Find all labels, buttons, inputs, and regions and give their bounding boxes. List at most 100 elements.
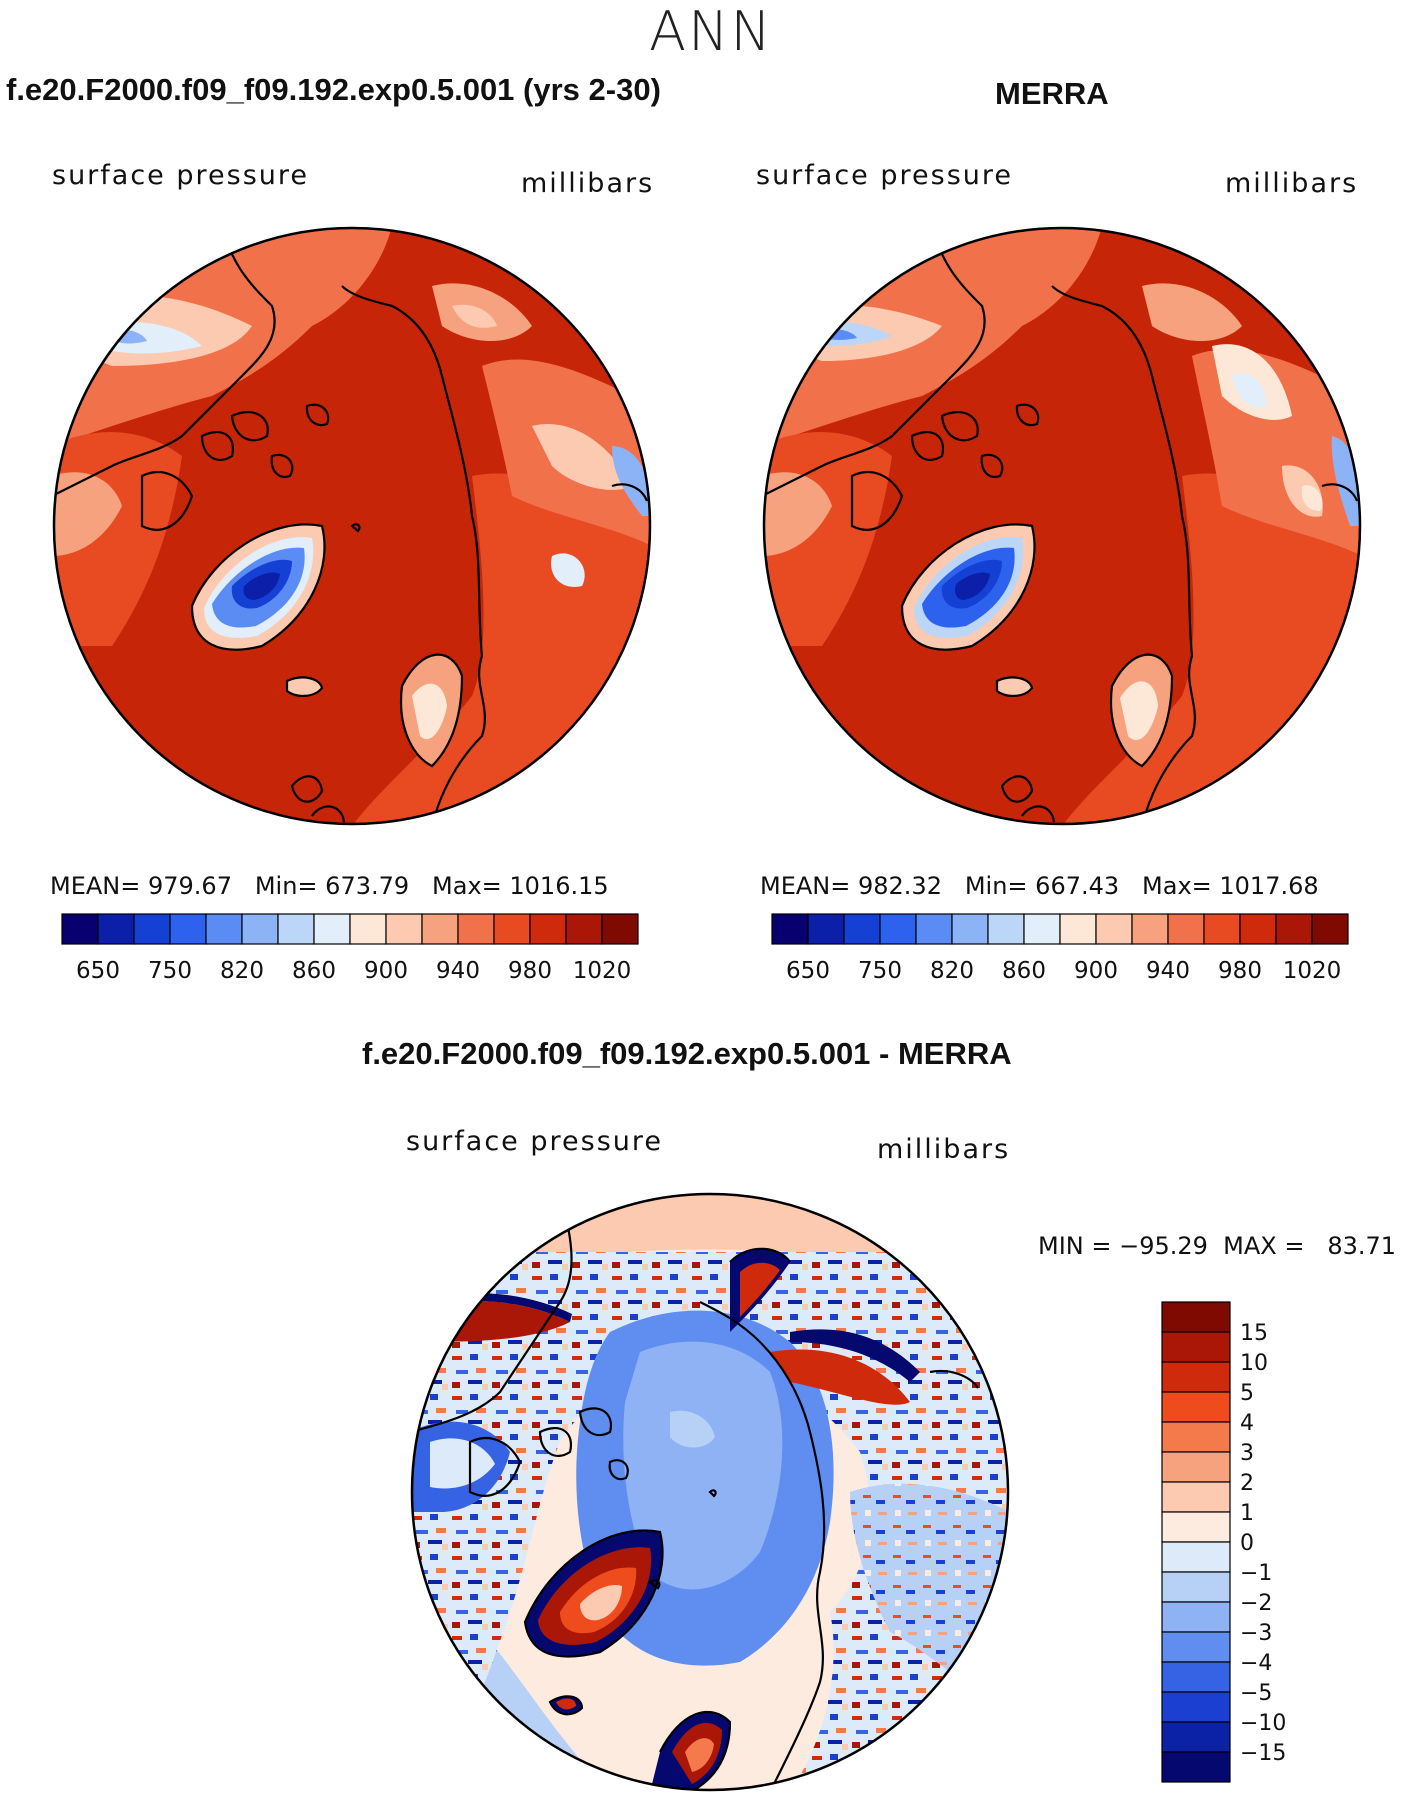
- colorbar-tick-label: 900: [1074, 958, 1118, 984]
- diff-units: millibars: [877, 1134, 1011, 1165]
- diff-colorbar-box: [1161, 1421, 1231, 1453]
- colorbar-box: [205, 913, 243, 945]
- diff-colorbar-tick-label: −3: [1240, 1621, 1272, 1646]
- colorbar-box: [97, 913, 135, 945]
- colorbar-tick-label: 900: [364, 958, 408, 984]
- panel2-map: [762, 226, 1362, 826]
- colorbar-tick-label: 860: [292, 958, 336, 984]
- diff-colorbar-box: [1161, 1721, 1231, 1753]
- diff-colorbar-box: [1161, 1331, 1231, 1363]
- diff-colorbar-box: [1161, 1751, 1231, 1783]
- panel1-variable: surface pressure: [52, 160, 309, 191]
- colorbar-box: [843, 913, 881, 945]
- diff-colorbar-tick-label: 15: [1240, 1321, 1268, 1346]
- diff-colorbar-box: [1161, 1481, 1231, 1513]
- diff-colorbar-box: [1161, 1661, 1231, 1693]
- colorbar-box: [493, 913, 531, 945]
- panel1-colorbar: 650 750 820 860 900 940 980 1020: [61, 913, 639, 984]
- colorbar-tick-label: 650: [76, 958, 120, 984]
- diff-colorbar-box: [1161, 1631, 1231, 1663]
- diff-colorbar-tick-label: 3: [1240, 1441, 1254, 1466]
- panel1-map-field: [54, 228, 650, 824]
- colorbar-box: [385, 913, 423, 945]
- panel2-colorbar-labels: 650 750 820 860 900 940 980 1020: [786, 958, 1341, 984]
- diff-colorbar-box: [1161, 1451, 1231, 1483]
- colorbar-box: [457, 913, 495, 945]
- panel1-stats: MEAN= 979.67 Min= 673.79 Max= 1016.15: [50, 872, 609, 900]
- diff-colorbar-box: [1161, 1511, 1231, 1543]
- diff-colorbar-tick-label: −2: [1240, 1591, 1272, 1616]
- colorbar-tick-label: 940: [436, 958, 480, 984]
- panel2-colorbar-boxes: [771, 913, 1349, 945]
- colorbar-box: [1311, 913, 1349, 945]
- colorbar-box: [1167, 913, 1205, 945]
- colorbar-box: [1131, 913, 1169, 945]
- colorbar-box: [771, 913, 809, 945]
- diff-colorbar-box: [1161, 1601, 1231, 1633]
- colorbar-tick-label: 860: [1002, 958, 1046, 984]
- diff-colorbar-box: [1161, 1541, 1231, 1573]
- colorbar-box: [987, 913, 1025, 945]
- panel1-map-border: [52, 226, 652, 826]
- diff-colorbar-tick-label: 0: [1240, 1531, 1254, 1556]
- colorbar-tick-label: 820: [220, 958, 264, 984]
- colorbar-tick-label: 980: [1218, 958, 1262, 984]
- panel2-title: MERRA: [995, 76, 1109, 111]
- colorbar-box: [1275, 913, 1313, 945]
- diff-colorbar-tick-label: 2: [1240, 1471, 1254, 1496]
- diff-colorbar-tick-label: 4: [1240, 1411, 1254, 1436]
- colorbar-box: [1023, 913, 1061, 945]
- colorbar-box: [915, 913, 953, 945]
- diff-colorbar-tick-label: −10: [1240, 1711, 1286, 1736]
- diff-colorbar-tick-label: −5: [1240, 1681, 1272, 1706]
- colorbar-tick-label: 650: [786, 958, 830, 984]
- diff-coastlines: [412, 1194, 979, 1790]
- diff-colorbar-box: [1161, 1691, 1231, 1723]
- colorbar-box: [169, 913, 207, 945]
- colorbar-tick-label: 1020: [1283, 958, 1342, 984]
- panel2-map-field: [764, 228, 1360, 824]
- colorbar-box: [313, 913, 351, 945]
- colorbar-box: [951, 913, 989, 945]
- panel1-colorbar-boxes: [61, 913, 639, 945]
- diff-colorbar-box: [1161, 1361, 1231, 1393]
- diff-colorbar-tick-label: 10: [1240, 1351, 1268, 1376]
- colorbar-tick-label: 750: [148, 958, 192, 984]
- colorbar-tick-label: 750: [858, 958, 902, 984]
- colorbar-box: [565, 913, 603, 945]
- panel2-coastlines: [764, 228, 1359, 824]
- panel1-colorbar-labels: 650 750 820 860 900 940 980 1020: [76, 958, 631, 984]
- colorbar-tick-label: 940: [1146, 958, 1190, 984]
- diff-colorbar-tick-label: −4: [1240, 1651, 1272, 1676]
- colorbar-box: [601, 913, 639, 945]
- diff-title: f.e20.F2000.f09_f09.192.exp0.5.001 - MER…: [362, 1036, 1012, 1071]
- diff-variable: surface pressure: [406, 1126, 663, 1157]
- diff-map-border: [410, 1192, 1010, 1792]
- colorbar-box: [1203, 913, 1241, 945]
- colorbar-box: [879, 913, 917, 945]
- diff-colorbar-tick-label: −15: [1240, 1741, 1286, 1766]
- colorbar-box: [349, 913, 387, 945]
- colorbar-box: [133, 913, 171, 945]
- colorbar-box: [529, 913, 567, 945]
- diff-colorbar-box: [1161, 1301, 1231, 1333]
- colorbar-box: [807, 913, 845, 945]
- panel2-stats: MEAN= 982.32 Min= 667.43 Max= 1017.68: [760, 872, 1319, 900]
- panel2-units: millibars: [1225, 168, 1359, 199]
- panel2-map-border: [762, 226, 1362, 826]
- panel1-title: f.e20.F2000.f09_f09.192.exp0.5.001 (yrs …: [6, 72, 661, 107]
- colorbar-box: [61, 913, 99, 945]
- colorbar-box: [277, 913, 315, 945]
- colorbar-box: [421, 913, 459, 945]
- diff-colorbar-box: [1161, 1391, 1231, 1423]
- diff-colorbar-tick-label: −1: [1240, 1561, 1272, 1586]
- diff-colorbar-box: [1161, 1571, 1231, 1603]
- colorbar-tick-label: 820: [930, 958, 974, 984]
- colorbar-box: [1239, 913, 1277, 945]
- colorbar-box: [241, 913, 279, 945]
- season-title: ANN: [649, 0, 773, 63]
- panel1-map: [52, 226, 652, 826]
- panel2-variable: surface pressure: [756, 160, 1013, 191]
